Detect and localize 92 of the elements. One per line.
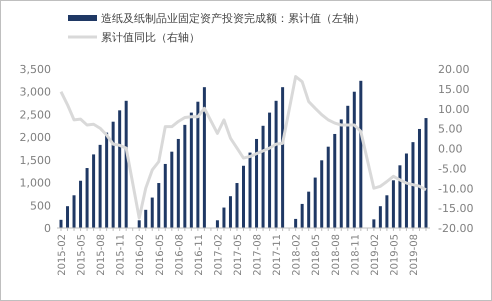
x-tick-label: 2016-02 xyxy=(135,234,146,276)
bar xyxy=(66,206,70,228)
bar xyxy=(92,154,96,228)
bar xyxy=(242,166,245,228)
bar xyxy=(138,220,141,228)
bar xyxy=(326,146,330,228)
y-tick-label: 3,000 xyxy=(20,86,51,99)
bar xyxy=(359,80,362,228)
y2-tick-label: -20.00 xyxy=(438,222,474,235)
y-tick-label: 500 xyxy=(30,199,51,212)
y-tick-label: 1,500 xyxy=(20,154,51,167)
bar xyxy=(79,180,82,228)
x-tick-label: 2018-11 xyxy=(350,234,362,276)
y2-tick-label: -15.00 xyxy=(438,202,474,216)
x-tick-label: 2016-11 xyxy=(194,234,205,276)
y2-tick-label: -10.00 xyxy=(438,182,474,196)
x-tick-label: 2015-05 xyxy=(76,234,88,276)
y-tick-label: 2,000 xyxy=(20,131,51,144)
bar xyxy=(392,180,395,228)
y2-tick-label: 20.00 xyxy=(438,63,470,76)
bar xyxy=(235,183,238,228)
y-tick-label: 1,000 xyxy=(20,176,51,190)
x-tick-label: 2017-05 xyxy=(232,234,244,276)
bar xyxy=(378,206,382,228)
bar xyxy=(118,110,122,228)
bar xyxy=(228,196,232,228)
bar xyxy=(60,220,62,228)
bar xyxy=(262,126,265,228)
bar xyxy=(411,142,414,228)
bar xyxy=(274,100,278,228)
bar xyxy=(72,195,76,228)
x-tick-label: 2016-08 xyxy=(174,234,186,276)
bar xyxy=(150,198,154,228)
y2-tick-label: 0.00 xyxy=(438,142,462,156)
bar xyxy=(398,165,402,228)
x-tick-label: 2015-02 xyxy=(57,234,68,276)
bar xyxy=(190,112,193,228)
y2-tick-label: 15.00 xyxy=(438,82,470,96)
y-tick-label: 0 xyxy=(44,222,51,235)
bar xyxy=(248,152,252,228)
x-tick-label: 2016-05 xyxy=(154,234,166,276)
bar xyxy=(281,87,284,228)
bar xyxy=(352,92,356,228)
bar xyxy=(346,106,350,228)
y-tick-label: 2,500 xyxy=(20,108,51,122)
bar xyxy=(255,138,258,228)
bar xyxy=(86,168,89,228)
bar xyxy=(385,195,388,228)
x-tick-label: 2019-05 xyxy=(389,234,400,276)
bar xyxy=(372,219,376,228)
bar xyxy=(333,134,336,228)
x-tick-label: 2015-11 xyxy=(116,234,127,276)
y-tick-label: 3,500 xyxy=(20,63,51,76)
bar xyxy=(105,132,108,228)
bar xyxy=(164,164,167,228)
y2-tick-label: 10.00 xyxy=(438,102,470,116)
bar xyxy=(320,160,324,228)
x-tick-label: 2018-02 xyxy=(292,234,303,276)
bar xyxy=(307,192,310,228)
bar xyxy=(268,112,272,228)
bar xyxy=(294,218,298,228)
bar xyxy=(314,178,317,228)
y2-tick-label: 5.00 xyxy=(438,122,462,136)
legend-label: 累计值同比（右轴） xyxy=(101,31,200,44)
bar xyxy=(404,153,408,228)
legend-label: 造纸及纸制品业固定资产投资完成额：累计值（左轴） xyxy=(101,12,365,25)
x-tick-label: 2017-11 xyxy=(272,234,284,276)
x-tick-label: 2019-02 xyxy=(370,234,381,276)
bar xyxy=(157,183,160,228)
bar xyxy=(216,220,219,228)
bar xyxy=(124,100,128,228)
x-tick-label: 2017-08 xyxy=(252,234,264,276)
bar xyxy=(418,128,421,228)
x-tick-label: 2019-08 xyxy=(408,234,420,276)
bar xyxy=(144,210,148,228)
x-tick-label: 2018-08 xyxy=(330,234,342,276)
bar xyxy=(222,208,226,228)
bar xyxy=(340,119,343,228)
bar xyxy=(196,102,200,228)
x-tick-label: 2018-05 xyxy=(311,234,322,276)
bar xyxy=(424,118,428,228)
bar xyxy=(183,124,186,228)
bar xyxy=(170,152,174,228)
bar xyxy=(202,87,206,228)
x-tick-label: 2015-08 xyxy=(96,234,108,276)
bar xyxy=(98,144,102,228)
bar xyxy=(300,204,304,228)
line-series xyxy=(60,75,428,220)
bar xyxy=(112,122,115,228)
bar xyxy=(176,138,180,228)
x-tick-label: 2017-02 xyxy=(213,234,224,276)
y2-tick-label: -5.00 xyxy=(438,162,466,176)
